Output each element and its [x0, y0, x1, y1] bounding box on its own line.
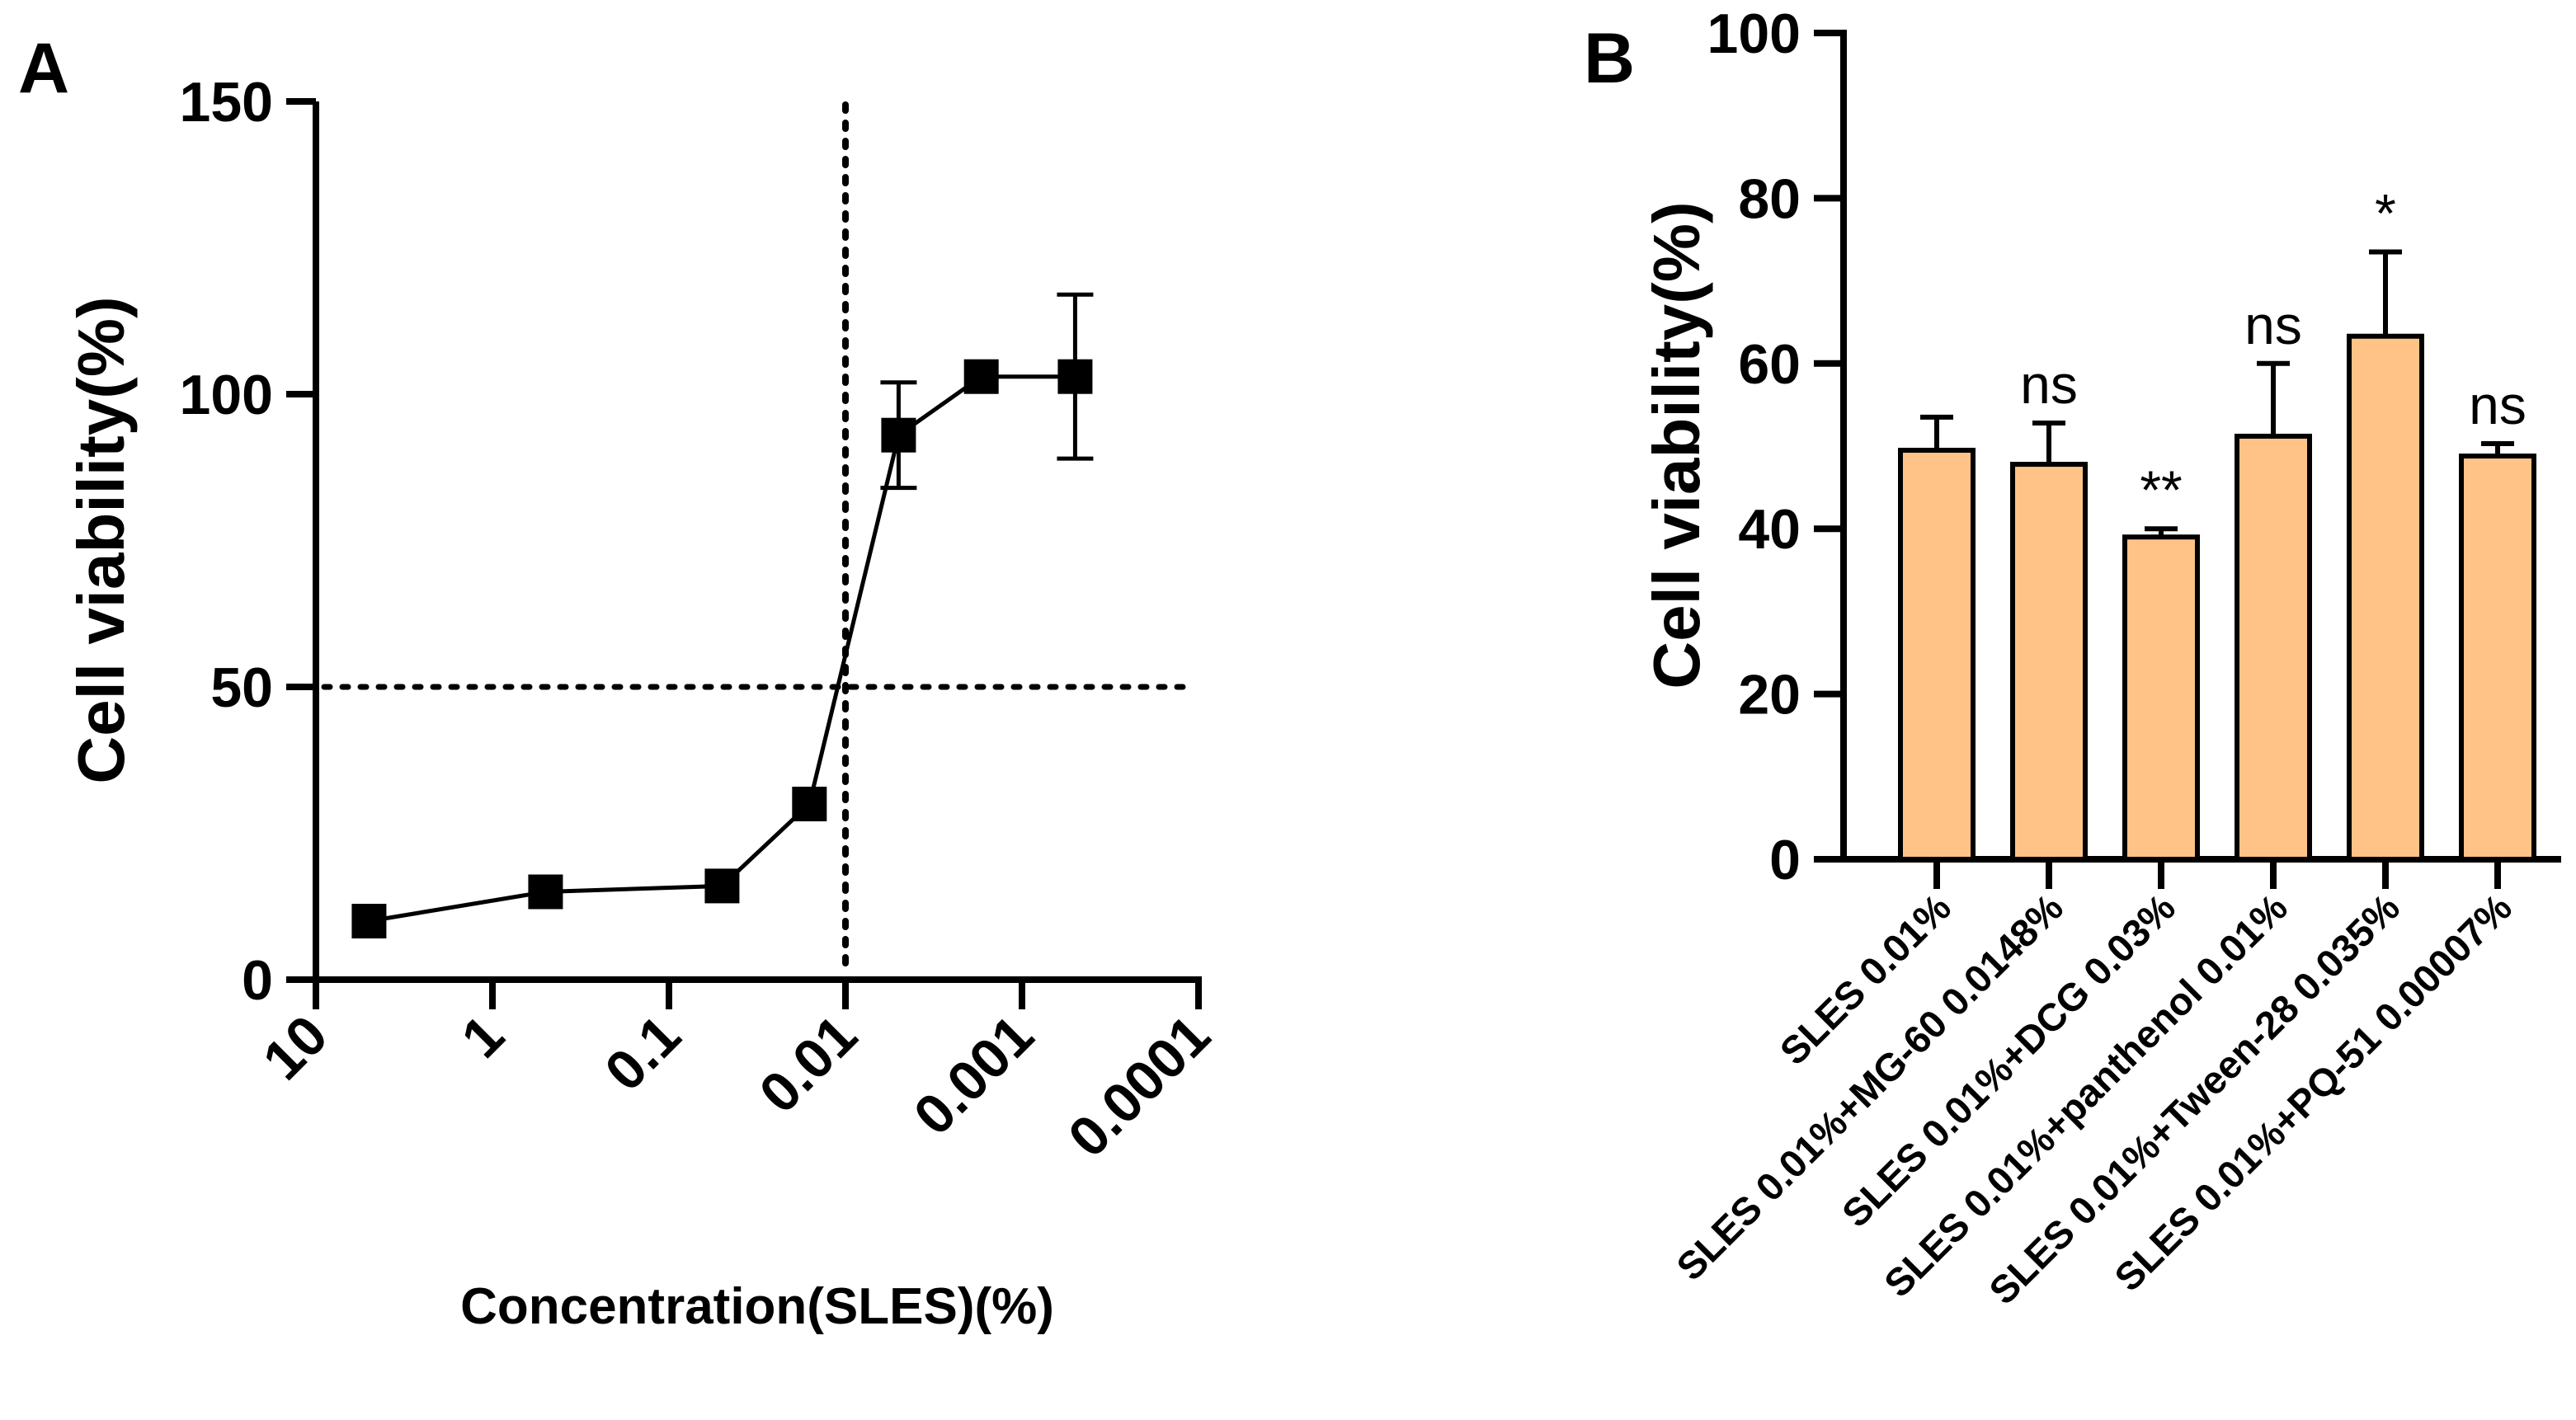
panel-label-a: A	[18, 29, 69, 108]
y-tick-label: 20	[1738, 664, 1801, 726]
category-label: SLES 0.01%+Tween-28 0.035%	[1980, 886, 2408, 1313]
y-tick-label: 0	[1769, 829, 1801, 891]
y-tick-label: 150	[180, 71, 273, 134]
category-label: SLES 0.01%+panthenol 0.01%	[1876, 886, 2296, 1305]
y-tick-label: 60	[1738, 333, 1801, 396]
y-axis-title: Cell viability(%)	[64, 296, 138, 783]
data-point-marker	[704, 868, 740, 904]
y-tick-label: 80	[1738, 167, 1801, 230]
significance-label: ns	[2244, 294, 2302, 355]
y-tick-label: 40	[1738, 498, 1801, 561]
data-point-marker	[792, 787, 827, 821]
panel-a: A 0 50 100 150 10 1 0.1 0.01 0.001 0.0001 Cell viab…	[18, 29, 1222, 1335]
data-point-marker	[1057, 359, 1093, 394]
bar	[2347, 333, 2424, 862]
bar	[2459, 454, 2536, 862]
x-axis-title: Concentration(SLES)(%)	[460, 1278, 1054, 1335]
y-tick-label: 100	[180, 364, 273, 426]
significance-label: **	[2140, 459, 2182, 520]
y-tick-label: 0	[242, 949, 273, 1012]
bar	[2235, 433, 2312, 862]
y-tick-label: 100	[1707, 2, 1801, 65]
x-tick-label: 0.0001	[1057, 1004, 1222, 1169]
data-point-marker	[963, 359, 999, 394]
panel-label-b: B	[1584, 19, 1635, 98]
bar	[2122, 534, 2200, 862]
y-tick-label: 50	[210, 656, 273, 719]
y-axis-title: Cell viability(%)	[1640, 201, 1713, 689]
series-line	[369, 374, 1076, 924]
significance-label: ns	[2020, 354, 2078, 415]
significance-label: *	[2375, 183, 2396, 244]
bar	[1898, 448, 1976, 862]
bar	[2010, 462, 2088, 862]
category-label: SLES 0.01%+PQ-51 0.00007%	[2106, 886, 2520, 1300]
x-tick-label: 10	[251, 1004, 339, 1092]
x-tick-label: 0.01	[747, 1004, 869, 1125]
x-tick-label: 1	[450, 1004, 516, 1070]
x-tick-label: 0.1	[593, 1004, 693, 1103]
data-point-marker	[881, 417, 916, 453]
x-tick-label: 0.001	[902, 1004, 1046, 1147]
data-point-marker	[528, 874, 563, 910]
significance-label: ns	[2469, 374, 2527, 435]
data-point-marker	[351, 904, 387, 938]
